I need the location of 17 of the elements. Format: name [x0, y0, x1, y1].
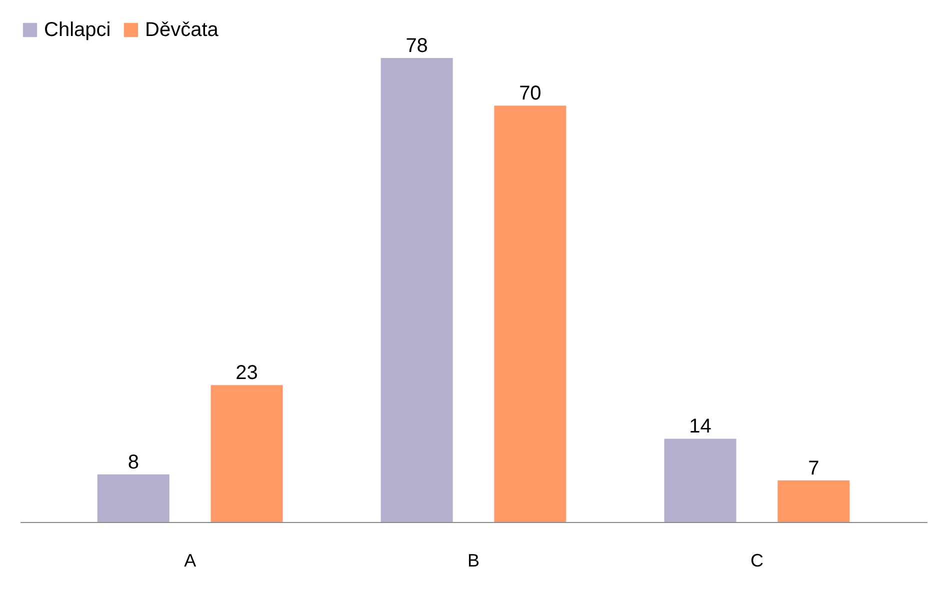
x-tick-label: B — [467, 550, 480, 570]
data-label: 7 — [808, 457, 820, 480]
legend-label: Děvčata — [145, 19, 220, 41]
data-label: 70 — [519, 82, 542, 105]
bar — [778, 480, 850, 522]
data-label: 78 — [406, 35, 428, 57]
x-tick-label: C — [750, 550, 764, 570]
x-tick-label: A — [184, 550, 196, 570]
bar — [97, 474, 170, 522]
data-label: 14 — [689, 416, 712, 438]
bar — [494, 106, 566, 522]
data-label: 23 — [236, 362, 258, 384]
data-label: 8 — [128, 451, 139, 474]
bar — [380, 58, 453, 522]
bar — [664, 438, 736, 522]
legend-label: Chlapci — [44, 19, 111, 41]
bar — [210, 385, 283, 522]
